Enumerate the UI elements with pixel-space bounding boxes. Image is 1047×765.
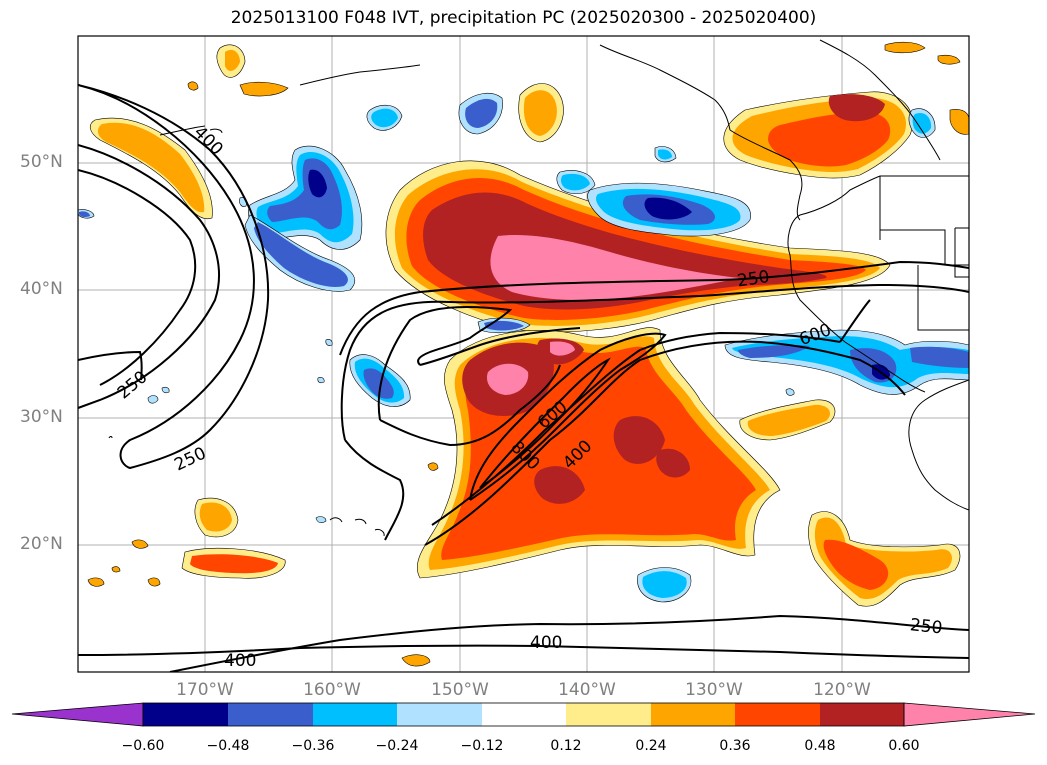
colorbar-tick: −0.12 bbox=[460, 738, 504, 754]
colorbar-segment bbox=[143, 703, 228, 726]
lon-label-140w: 140°W bbox=[558, 680, 616, 700]
contour-label: 250 bbox=[736, 267, 771, 291]
map-frame bbox=[77, 35, 970, 673]
colorbar-tick: 0.48 bbox=[804, 738, 836, 754]
contour-label: 250 bbox=[171, 444, 209, 476]
colorbar-segment bbox=[651, 703, 735, 726]
colorbar-tick: 0.36 bbox=[719, 738, 751, 754]
colorbar bbox=[11, 702, 1036, 727]
colorbar-tick: −0.36 bbox=[291, 738, 335, 754]
colorbar-segment bbox=[482, 703, 566, 726]
lon-label-150w: 150°W bbox=[431, 680, 489, 700]
colorbar-tick: −0.24 bbox=[375, 738, 419, 754]
colorbar-tick: −0.48 bbox=[206, 738, 250, 754]
lat-label-40n: 40°N bbox=[20, 279, 63, 299]
lat-label-20n: 20°N bbox=[20, 534, 63, 554]
colorbar-segment bbox=[735, 703, 820, 726]
negative-pc-shading bbox=[78, 92, 969, 603]
colorbar-segment bbox=[566, 703, 651, 726]
contour-label: 400 bbox=[530, 633, 562, 653]
colorbar-segment bbox=[820, 703, 904, 726]
ivt-contours bbox=[78, 84, 969, 672]
contour-label: 400 bbox=[190, 122, 227, 159]
lon-label-120w: 120°W bbox=[813, 680, 871, 700]
contour-label: 400 bbox=[224, 651, 256, 671]
coastlines bbox=[108, 39, 969, 537]
contour-label: 250 bbox=[909, 615, 943, 638]
colorbar-segment bbox=[397, 703, 482, 726]
colorbar-segment bbox=[313, 703, 397, 726]
lon-label-170w: 170°W bbox=[176, 680, 234, 700]
positive-pc-shading bbox=[87, 41, 969, 667]
contour-label: 600 bbox=[534, 397, 572, 433]
colorbar-tick: 0.60 bbox=[888, 738, 920, 754]
contour-label: 250 bbox=[114, 367, 152, 403]
colorbar-tick: 0.12 bbox=[550, 738, 582, 754]
lon-label-130w: 130°W bbox=[685, 680, 743, 700]
colorbar-tick: −0.60 bbox=[121, 738, 165, 754]
contour-label: 400 bbox=[559, 436, 596, 473]
colorbar-segment bbox=[228, 703, 313, 726]
contour-label: 800 bbox=[506, 437, 543, 474]
colorbar-tick: 0.24 bbox=[635, 738, 667, 754]
contour-label: 600 bbox=[797, 320, 834, 350]
map-title: 2025013100 F048 IVT, precipitation PC (2… bbox=[230, 8, 817, 28]
lat-label-30n: 30°N bbox=[20, 407, 63, 427]
lat-label-50n: 50°N bbox=[20, 152, 63, 172]
lon-label-160w: 160°W bbox=[303, 680, 361, 700]
